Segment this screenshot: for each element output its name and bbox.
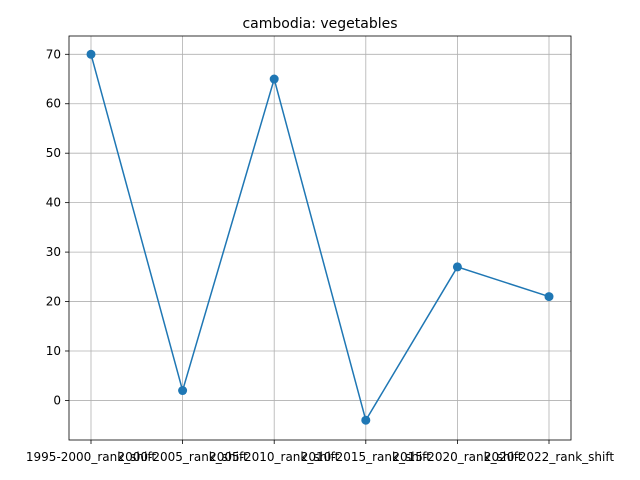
data-point [361,415,371,425]
axes: 1995-2000_rank_shift2000-2005_rank_shift… [26,35,614,464]
series-line [90,54,550,423]
data-point [86,49,96,59]
x-tick-label: 2015-2020_rank_shift [392,450,522,464]
grid [69,36,571,440]
x-tick-label: 2020-2022_rank_shift [484,450,614,464]
y-tick-label: 40 [46,196,61,210]
y-tick-label: 70 [46,47,61,61]
series [86,49,554,425]
x-tick-label: 2000-2005_rank_shift [118,450,248,464]
y-tick-label: 50 [46,146,61,160]
y-tick-label: 30 [46,245,61,259]
plot-frame [68,35,572,441]
y-tick-label: 20 [46,295,61,309]
x-tick-label: 2010-2015_rank_shift [301,450,431,464]
data-point [178,386,188,396]
data-point [452,262,462,272]
y-tick-label: 60 [46,97,61,111]
y-tick-label: 0 [53,393,61,407]
x-tick-label: 1995-2000_rank_shift [26,450,156,464]
x-tick-label: 2005-2010_rank_shift [209,450,339,464]
y-tick-label: 10 [46,344,61,358]
data-point [544,292,554,302]
data-point [269,74,279,84]
chart-title: cambodia: vegetables [242,16,397,32]
